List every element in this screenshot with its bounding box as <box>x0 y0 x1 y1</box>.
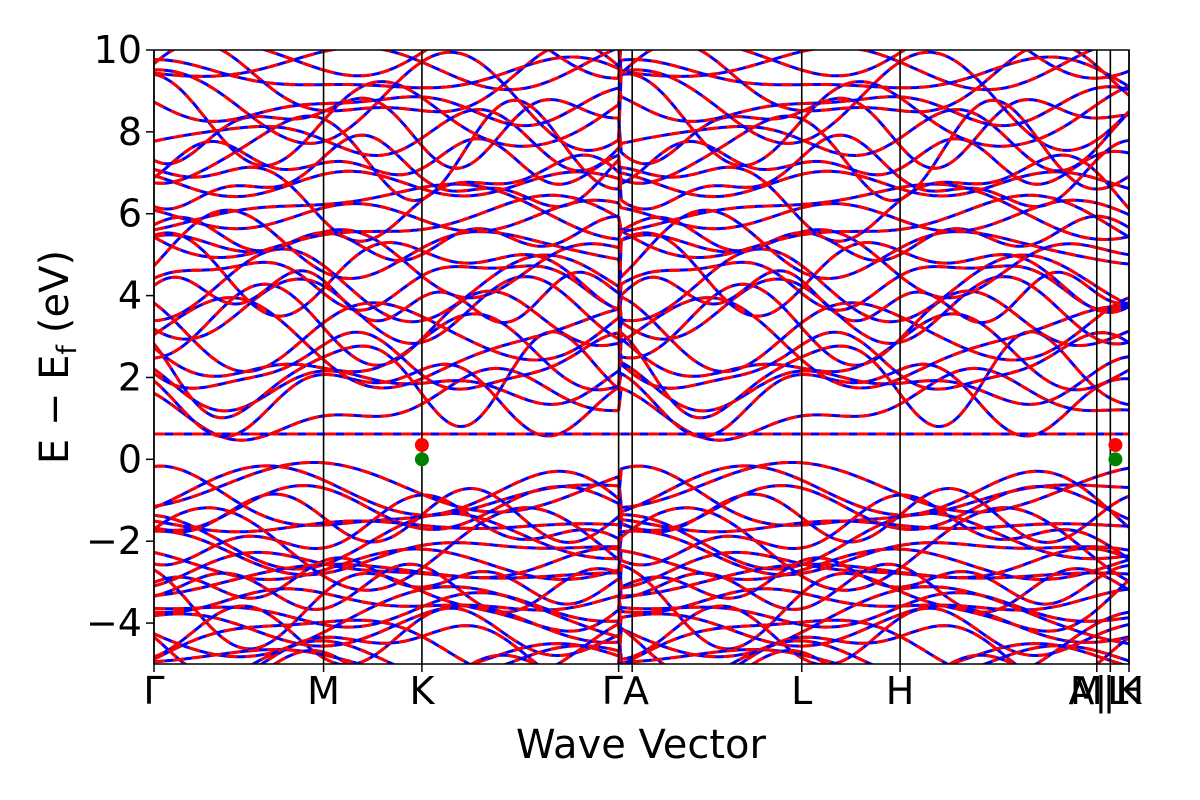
y-axis-label-unit: (eV) <box>32 250 78 333</box>
y-tick-label: 0 <box>118 437 142 481</box>
band-line-red <box>154 208 1129 280</box>
band-line-red <box>154 198 1129 233</box>
band-line-red <box>154 506 1129 592</box>
band-line-red <box>154 562 1129 614</box>
y-tick-label: −4 <box>86 601 142 645</box>
band-line-red <box>154 182 1129 241</box>
band-line-red <box>154 585 1129 659</box>
band-line-red <box>154 546 1129 590</box>
band-line-red <box>154 487 1129 544</box>
band-lines <box>154 50 1129 664</box>
y-axis-label: E − Ef (eV) <box>32 250 83 464</box>
band-line-red <box>154 604 1129 664</box>
band-line-red <box>154 461 1129 514</box>
band-line-red <box>154 464 1129 517</box>
band-line-blue <box>271 648 1017 664</box>
band-line-red <box>154 228 1129 300</box>
band-line-red <box>154 98 1129 203</box>
band-line-red <box>154 312 1129 392</box>
band-line-red <box>154 329 1129 429</box>
band-line-red <box>154 214 1129 263</box>
y-axis-label-subscript: f <box>52 344 83 355</box>
y-axis-ticks: −4 −2 0 2 4 6 8 10 <box>86 28 154 645</box>
band-line-blue <box>154 464 1129 529</box>
y-tick-label: −2 <box>86 519 142 563</box>
band-line-red <box>154 260 1129 312</box>
x-axis-label: Wave Vector <box>516 722 767 768</box>
band-line-red <box>154 366 1129 442</box>
plot-frame <box>153 49 1130 665</box>
band-line-red <box>154 330 1129 391</box>
y-tick-label: 6 <box>118 192 142 236</box>
band-line-red <box>154 464 1129 529</box>
x-tick-label: Γ <box>143 669 164 713</box>
band-line-red <box>260 50 1129 80</box>
x-tick-label: ΓA <box>602 669 649 713</box>
y-axis-label-main: E − E <box>32 355 78 465</box>
band-line-red <box>154 55 1129 90</box>
band-edge-marker <box>414 452 429 467</box>
band-line-red <box>154 493 1129 567</box>
band-line-red <box>154 169 1129 199</box>
x-tick-label: M|H <box>1070 669 1144 714</box>
band-line-red <box>154 72 1129 168</box>
band-line-red <box>154 529 1129 577</box>
y-tick-label: 8 <box>118 110 142 154</box>
x-tick-label: A|L <box>1068 669 1128 714</box>
band-line-red <box>154 107 1129 173</box>
y-tick-label: 10 <box>94 28 142 72</box>
x-axis-ticks: Γ M K ΓA L H A|LM|HK <box>143 664 1144 714</box>
band-line-red <box>154 591 1129 629</box>
band-line-red <box>154 231 1129 318</box>
band-edge-marker <box>414 438 429 453</box>
band-edge-marker <box>1108 452 1123 467</box>
x-tick-label: M <box>307 669 340 713</box>
band-line-blue <box>154 96 1129 170</box>
y-tick-label: 2 <box>118 355 142 399</box>
band-line-red <box>154 511 1129 571</box>
band-line-red <box>154 269 1129 325</box>
band-edge-marker <box>1108 438 1123 453</box>
y-tick-label: 4 <box>118 274 142 318</box>
band-line-blue <box>154 464 1129 517</box>
band-edge-markers <box>414 438 1123 467</box>
band-line-red <box>154 50 1096 92</box>
x-tick-label: H <box>886 669 915 713</box>
x-tick-label: K <box>1117 669 1143 713</box>
band-line-red <box>154 604 1129 648</box>
band-line-red <box>154 355 1129 413</box>
x-tick-label: K <box>409 669 435 713</box>
x-tick-label: L <box>791 669 812 713</box>
band-line-red <box>154 96 1129 170</box>
band-line-red <box>154 517 1129 534</box>
